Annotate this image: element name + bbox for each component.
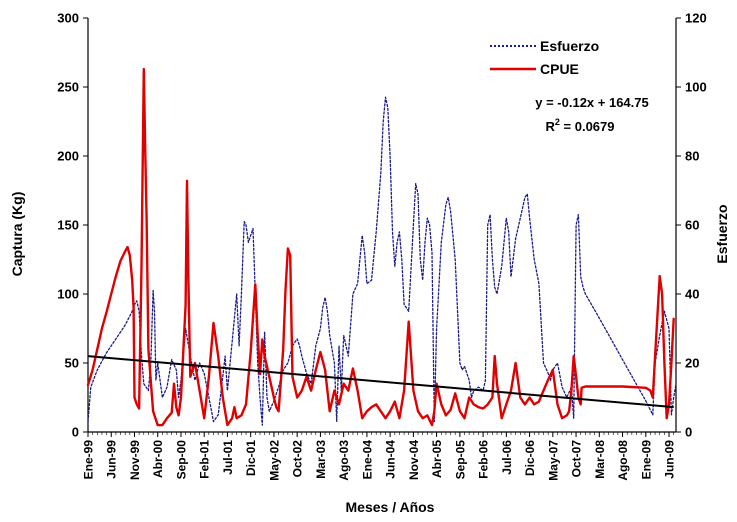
y-left-tick-label: 100	[57, 287, 79, 302]
trend-layer	[87, 355, 674, 409]
x-tick-label: Jun-04	[384, 440, 398, 479]
x-tick-label: Abr-05	[430, 440, 444, 478]
x-tick-label: Ago-03	[337, 440, 351, 481]
x-tick-label: Mar-03	[314, 440, 328, 479]
x-tick-label: Ene-99	[82, 440, 96, 480]
x-tick-label: Oct-07	[570, 440, 584, 478]
x-tick-label: May-02	[267, 440, 281, 481]
y-right-tick-label: 0	[685, 425, 692, 440]
x-tick-label: Nov-99	[128, 440, 142, 480]
trend-equation: y = -0.12x + 164.75	[535, 95, 648, 110]
trend-line	[87, 355, 674, 409]
y-left-tick-label: 150	[57, 218, 79, 233]
x-tick-label: Jul-06	[500, 440, 514, 475]
y-axis-right-label: Esfuerzo	[714, 204, 730, 263]
x-tick-label: Feb-01	[198, 440, 212, 479]
y-left-tick-label: 0	[72, 425, 79, 440]
x-tick-label: May-07	[546, 440, 560, 481]
x-tick-label: Nov-04	[407, 440, 421, 480]
y-left-tick-label: 300	[57, 11, 79, 26]
y-right-tick-label: 120	[685, 11, 707, 26]
r-squared-value: = 0.0679	[560, 119, 615, 134]
x-tick-label: Jun-99	[105, 440, 119, 479]
x-tick-label: Dic-06	[523, 440, 537, 476]
x-tick-label: Ago-08	[616, 440, 630, 481]
x-tick-label: Mar-08	[593, 440, 607, 479]
x-tick-label: Ene-09	[639, 440, 653, 480]
x-tick-label: Sep-00	[174, 440, 188, 480]
series-esfuerzo-line	[87, 96, 677, 426]
y-left-tick-label: 200	[57, 149, 79, 164]
x-tick-label: Oct-02	[291, 440, 305, 478]
x-tick-label: Feb-06	[477, 440, 491, 479]
series-layer	[86, 67, 677, 427]
legend: Esfuerzo CPUE	[490, 38, 599, 77]
x-axis-label: Meses / Años	[346, 499, 435, 515]
legend-esfuerzo-label: Esfuerzo	[540, 38, 599, 54]
x-tick-label: Ene-04	[360, 440, 374, 480]
y-right-tick-label: 60	[685, 218, 699, 233]
y-right-tick-label: 20	[685, 356, 699, 371]
axes: 0 50 100 150 200 250 300 0 20 40 60 80 100 120 Ene-99 J…	[57, 11, 706, 481]
y-right-tick-label: 40	[685, 287, 699, 302]
y-left-tick-label: 50	[65, 356, 79, 371]
y-left-tick-label: 250	[57, 80, 79, 95]
trend-r-squared: R2 = 0.0679	[546, 117, 615, 134]
x-tick-label: Abr-00	[151, 440, 165, 478]
y-right-tick-label: 100	[685, 80, 707, 95]
x-tick-label: Sep-05	[453, 440, 467, 480]
r-squared-exponent: 2	[555, 117, 560, 127]
legend-cpue-label: CPUE	[540, 61, 579, 77]
y-axis-left-label: Captura (Kg)	[9, 192, 25, 277]
series-cpue-line	[86, 67, 675, 427]
r-squared-base: R	[546, 119, 556, 134]
x-tick-label: Jul-01	[221, 440, 235, 475]
x-tick-label: Dic-01	[244, 440, 258, 476]
y-right-tick-label: 80	[685, 149, 699, 164]
x-tick-label: Jun-09	[663, 440, 677, 479]
